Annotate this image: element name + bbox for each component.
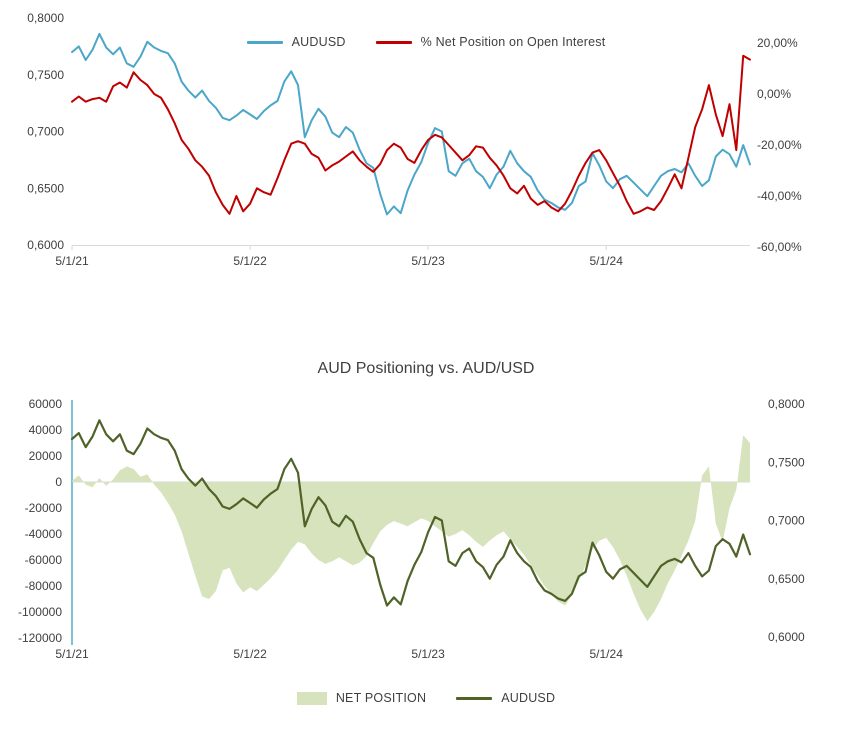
audusd-line-swatch [246,40,283,44]
y-axis-label-right: 0,6000 [768,630,805,644]
y-axis-label-right: 0,7000 [768,514,805,528]
y-axis-label-right: 0,6500 [768,572,805,586]
y-axis-label-right: 0,8000 [768,397,805,411]
y-axis-label-right: 0,7500 [768,455,805,469]
y-axis-label-right: -60,00% [757,240,802,254]
legend-item-audusd: AUDUSD [246,35,346,49]
net-position-pct-line-swatch [375,40,412,44]
audusd-line [71,32,751,216]
y-axis-label-left: 40000 [29,423,63,437]
bottom-chart-legend: NET POSITION AUDUSD [0,691,852,705]
legend-item-audusd-bottom: AUDUSD [456,691,555,705]
legend-label-audusd-bottom: AUDUSD [501,691,556,705]
net-position-pct-line [71,54,751,215]
x-axis-label: 5/1/24 [590,647,624,661]
y-axis-label-right: 0,00% [757,87,791,101]
y-axis-label-left: 20000 [29,449,63,463]
y-axis-label-left: 0,7000 [27,125,64,139]
audusd-vs-net-position-plot: 0,8000 0,7500 0,7000 0,6500 0,6000 20,00% 0,00… [27,11,802,268]
aud-positioning-plot: 60000 40000 20000 0 -20000 -40000 -60000 -80000… [18,397,805,661]
y-axis-label-left: -40000 [25,527,63,541]
y-axis-label-left: 0,7500 [27,68,64,82]
audusd-line [70,419,752,607]
legend-item-net-position: NET POSITION [296,691,427,705]
legend-item-net-position-pct: % Net Position on Open Interest [375,35,606,49]
x-axis-label: 5/1/21 [55,254,89,268]
top-chart-legend: AUDUSD % Net Position on Open Interest [0,35,852,49]
x-axis-label: 5/1/23 [411,647,445,661]
net-position-area-swatch [296,691,327,705]
y-axis-label-left: -120000 [18,631,62,645]
y-axis-label-left: 0,8000 [27,11,64,25]
legend-label-net-position: NET POSITION [335,691,427,705]
y-axis-label-left: -80000 [25,579,63,593]
y-axis-label-left: 60000 [29,397,63,411]
y-axis-label-left: -100000 [18,605,62,619]
y-axis-label-right: -40,00% [757,189,802,203]
y-axis-label-left: -60000 [25,553,63,567]
y-axis-label-left: -20000 [25,501,63,515]
legend-label-audusd: AUDUSD [291,35,346,49]
net-position-area [72,435,750,622]
legend-label-net-position-pct: % Net Position on Open Interest [420,35,606,49]
y-axis-label-left: 0,6000 [27,238,64,252]
x-axis-label: 5/1/21 [55,647,89,661]
x-axis-label: 5/1/22 [233,647,267,661]
y-axis-label-left: 0,6500 [27,181,64,195]
y-axis-label-left: 0 [55,475,62,489]
x-axis-label: 5/1/22 [233,254,267,268]
x-axis-label: 5/1/23 [411,254,445,268]
y-axis-label-right: -20,00% [757,138,802,152]
chart-title: AUD Positioning vs. AUD/USD [317,360,535,377]
audusd-olive-line-swatch [456,696,493,700]
y-axis-label-right: 20,00% [757,36,798,50]
x-axis-label: 5/1/24 [590,254,624,268]
